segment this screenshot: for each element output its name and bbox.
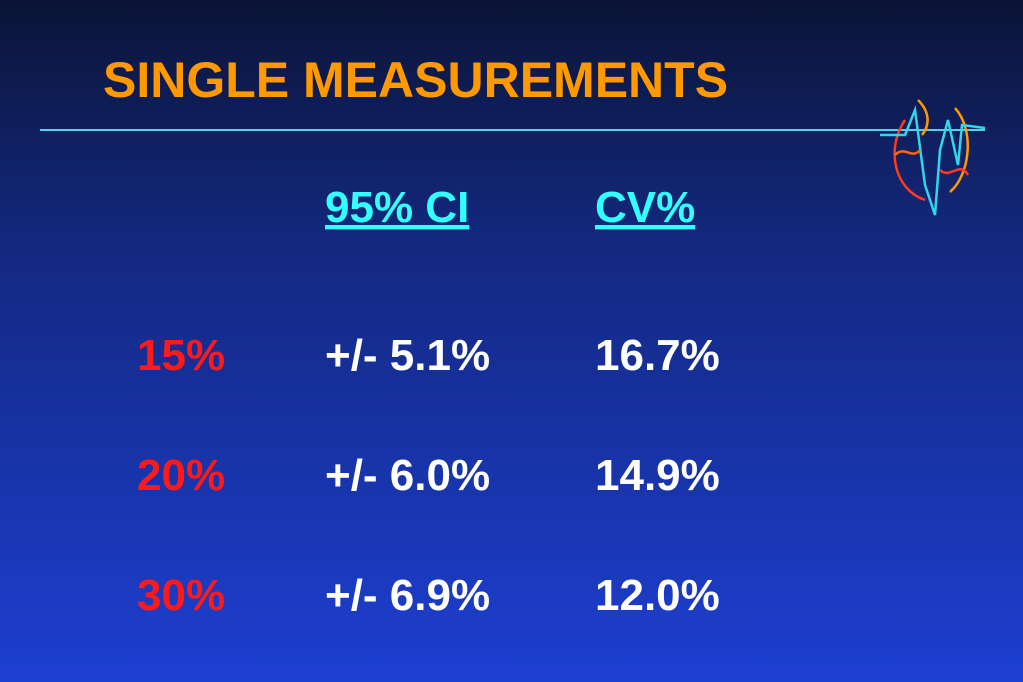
cell: 16.7% <box>595 331 720 380</box>
column-header: 95% CI <box>325 183 469 232</box>
slide-title: SINGLE MEASUREMENTS <box>103 52 728 108</box>
column-header: CV% <box>595 183 695 232</box>
cell: +/- 6.0% <box>325 451 490 500</box>
cell: +/- 5.1% <box>325 331 490 380</box>
cell: 14.9% <box>595 451 720 500</box>
row-label: 15% <box>137 331 225 380</box>
row-label: 20% <box>137 451 225 500</box>
logo <box>880 99 986 216</box>
cell: +/- 6.9% <box>325 571 490 620</box>
row-label: 30% <box>137 571 225 620</box>
cell: 12.0% <box>595 571 720 620</box>
